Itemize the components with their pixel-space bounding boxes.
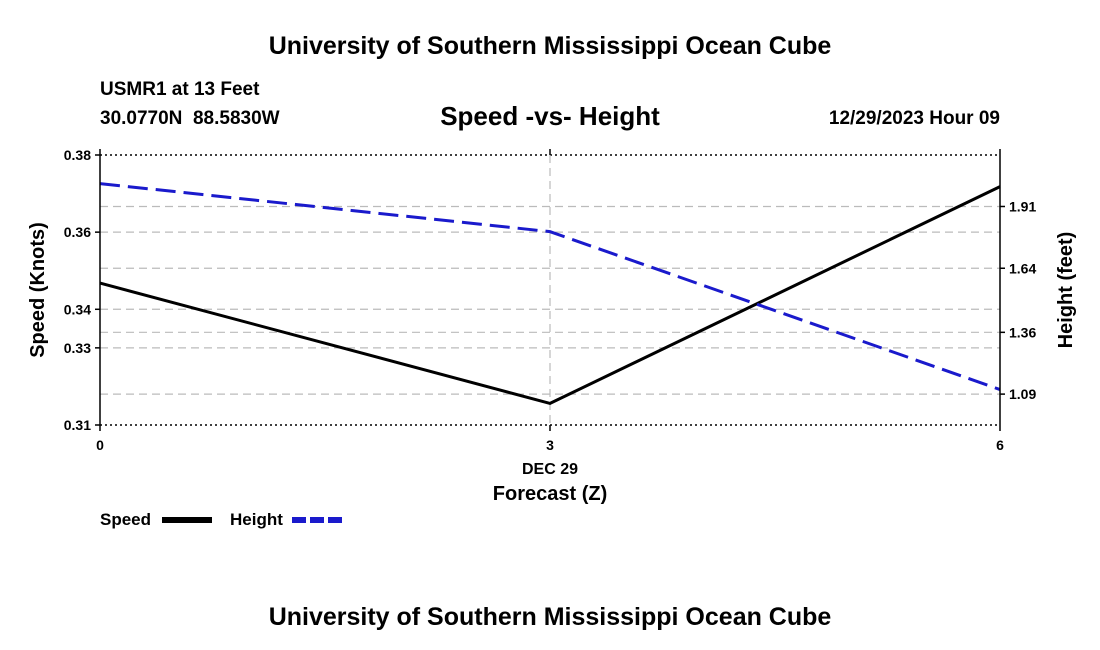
series-layer — [99, 182, 1001, 405]
legend-label-height: Height — [230, 510, 283, 529]
station-name: USMR1 at 13 Feet — [100, 79, 260, 100]
footer-title: University of Southern Mississippi Ocean… — [269, 603, 832, 631]
y-axis-label: Speed (Knots) — [27, 222, 49, 358]
x-tick-label: 0 — [96, 437, 104, 453]
y2-tick-label: 1.09 — [1009, 386, 1036, 402]
legend: Speed Height — [100, 510, 342, 529]
y-tick-label: 0.31 — [64, 417, 91, 433]
series-line-height — [99, 182, 1001, 391]
chart-subtitle: Speed -vs- Height — [440, 101, 660, 131]
y-tick-label: 0.34 — [64, 301, 91, 317]
y-tick-label: 0.38 — [64, 147, 91, 163]
chart-main-title: University of Southern Mississippi Ocean… — [269, 32, 832, 60]
y2-tick-label: 1.91 — [1009, 198, 1036, 214]
y2-axis-label: Height (feet) — [1055, 232, 1077, 349]
y2-tick-label: 1.36 — [1009, 324, 1036, 340]
station-coords: 30.0770N 88.5830W — [100, 108, 280, 129]
x-axis-label: Forecast (Z) — [493, 483, 607, 505]
grid-lines — [100, 154, 1000, 426]
x-tick-label: 6 — [996, 437, 1004, 453]
forecast-date: 12/29/2023 Hour 09 — [829, 108, 1000, 129]
x-axis-date-label: DEC 29 — [522, 461, 578, 478]
legend-label-speed: Speed — [100, 510, 151, 529]
series-line-speed — [99, 185, 1001, 405]
x-tick-label: 3 — [546, 437, 554, 453]
y-tick-label: 0.33 — [64, 340, 91, 356]
y-tick-label: 0.36 — [64, 224, 91, 240]
plot-frame — [99, 155, 1001, 425]
tick-layer: 0.31 0.33 0.34 0.36 0.38 1.09 1.36 1.64 1.91 0 3 6 — [64, 147, 1037, 453]
y2-tick-label: 1.64 — [1009, 260, 1036, 276]
